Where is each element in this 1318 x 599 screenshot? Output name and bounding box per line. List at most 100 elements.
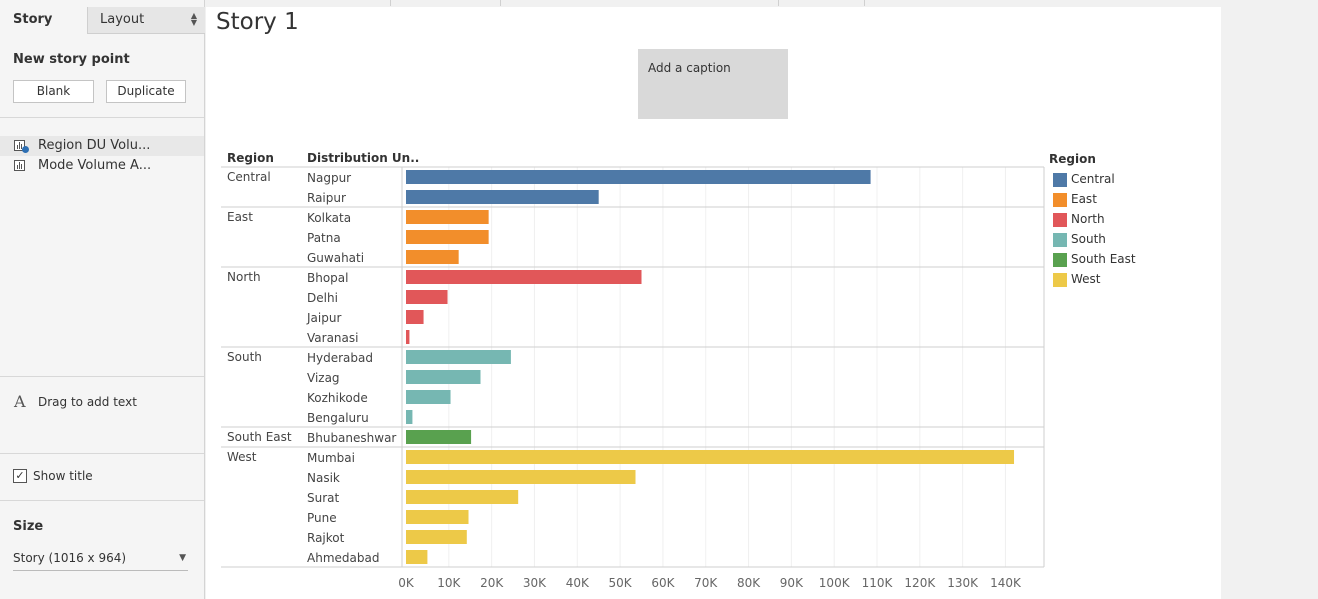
size-title: Size [13, 519, 44, 534]
legend-label: South East [1071, 252, 1136, 266]
distribution-unit-label: Vizag [307, 371, 340, 385]
bar [406, 490, 519, 504]
distribution-unit-label: Bengaluru [307, 411, 369, 425]
legend-label: East [1071, 192, 1097, 206]
region-label: South East [227, 430, 292, 444]
bar [406, 230, 489, 244]
region-label: South [227, 350, 262, 364]
distribution-unit-label: Varanasi [307, 331, 358, 345]
bar [406, 530, 467, 544]
blank-button[interactable]: Blank [13, 80, 94, 103]
distribution-unit-label: Raipur [307, 191, 346, 205]
bar-chart: Region Distribution Un.. Central Nagpur Raip… [221, 151, 1045, 590]
distribution-unit-label: Delhi [307, 291, 338, 305]
story-point-item[interactable]: Region DU Volu... [0, 136, 204, 156]
checkmark-icon [22, 146, 29, 153]
divider [0, 453, 204, 454]
distribution-unit-label: Ahmedabad [307, 551, 379, 565]
legend-label: North [1071, 212, 1105, 226]
region-label: West [227, 450, 257, 464]
bar [406, 190, 599, 204]
distribution-unit-label: Jaipur [306, 311, 341, 325]
legend-swatch [1053, 213, 1067, 227]
x-tick-label: 30K [523, 576, 547, 590]
drag-to-add-text[interactable]: Drag to add text [38, 395, 137, 409]
x-tick-label: 90K [780, 576, 804, 590]
caption-box[interactable]: Add a caption [638, 49, 788, 119]
bar [406, 390, 451, 404]
bar [406, 510, 469, 524]
region-label: East [227, 210, 253, 224]
distribution-unit-label: Bhopal [307, 271, 348, 285]
bar [406, 450, 1015, 464]
tab-story[interactable]: Story [0, 7, 88, 34]
show-title-label[interactable]: Show title [33, 469, 93, 483]
updown-arrows-icon: ▲ ▼ [190, 11, 197, 27]
bar [406, 550, 428, 564]
distribution-unit-label: Nagpur [307, 171, 351, 185]
story-point-item[interactable]: Mode Volume A... [0, 156, 204, 176]
distribution-unit-label: Mumbai [307, 451, 355, 465]
distribution-unit-label: Bhubaneshwar [307, 431, 396, 445]
divider [0, 376, 204, 377]
x-tick-label: 70K [694, 576, 718, 590]
x-tick-label: 120K [904, 576, 936, 590]
region-header: Region [227, 151, 274, 165]
x-tick-label: 140K [990, 576, 1022, 590]
story-canvas: Story 1 Add a caption Region Distribution… [206, 7, 1221, 599]
legend-label: West [1071, 272, 1101, 286]
story-navigator-strip [205, 0, 1221, 7]
x-tick-label: 0K [398, 576, 415, 590]
region-label: Central [227, 170, 271, 184]
x-tick-label: 40K [566, 576, 590, 590]
size-value: Story (1016 x 964) [13, 551, 127, 565]
distribution-unit-label: Patna [307, 231, 341, 245]
duplicate-button[interactable]: Duplicate [106, 80, 186, 103]
x-tick-label: 130K [947, 576, 979, 590]
bar [406, 250, 459, 264]
legend-swatch [1053, 193, 1067, 207]
legend-label: South [1071, 232, 1106, 246]
distribution-unit-label: Kolkata [307, 211, 351, 225]
story-panel: Story Layout ▲ ▼ New story point Blank Du… [0, 0, 205, 599]
bar [406, 470, 636, 484]
tab-layout[interactable]: Layout ▲ ▼ [88, 7, 205, 34]
bar [406, 310, 424, 324]
legend-label: Central [1071, 172, 1115, 186]
legend-swatch [1053, 233, 1067, 247]
size-dropdown[interactable]: Story (1016 x 964) ▼ [13, 549, 188, 571]
show-title-checkbox[interactable]: ✓ [13, 469, 27, 483]
story-title[interactable]: Story 1 [216, 9, 299, 35]
x-tick-label: 50K [609, 576, 633, 590]
x-tick-label: 20K [480, 576, 504, 590]
region-label: North [227, 270, 261, 284]
worksheet-icon [14, 160, 25, 171]
background [1221, 0, 1318, 599]
distribution-unit-label: Surat [307, 491, 340, 505]
bar [406, 210, 489, 224]
distribution-unit-label: Guwahati [307, 251, 364, 265]
bar [406, 350, 511, 364]
x-tick-label: 10K [437, 576, 461, 590]
distribution-unit-label: Rajkot [307, 531, 345, 545]
bar [406, 170, 871, 184]
distribution-unit-header: Distribution Un.. [307, 151, 419, 165]
legend-swatch [1053, 173, 1067, 187]
bar [406, 370, 481, 384]
tab-layout-label: Layout [100, 12, 145, 27]
panel-tabs: Story Layout ▲ ▼ [0, 7, 205, 34]
x-tick-label: 80K [737, 576, 761, 590]
worksheet-icon [14, 140, 25, 151]
text-object-icon[interactable]: A [14, 392, 26, 411]
divider [0, 117, 204, 118]
bar [406, 410, 413, 424]
x-tick-label: 100K [819, 576, 851, 590]
story-point-label: Region DU Volu... [38, 138, 151, 153]
bar [406, 430, 472, 444]
distribution-unit-label: Pune [307, 511, 337, 525]
distribution-unit-label: Nasik [307, 471, 340, 485]
new-story-point-title: New story point [13, 52, 130, 67]
bar [406, 270, 642, 284]
bar [406, 330, 410, 344]
legend-swatch [1053, 253, 1067, 267]
